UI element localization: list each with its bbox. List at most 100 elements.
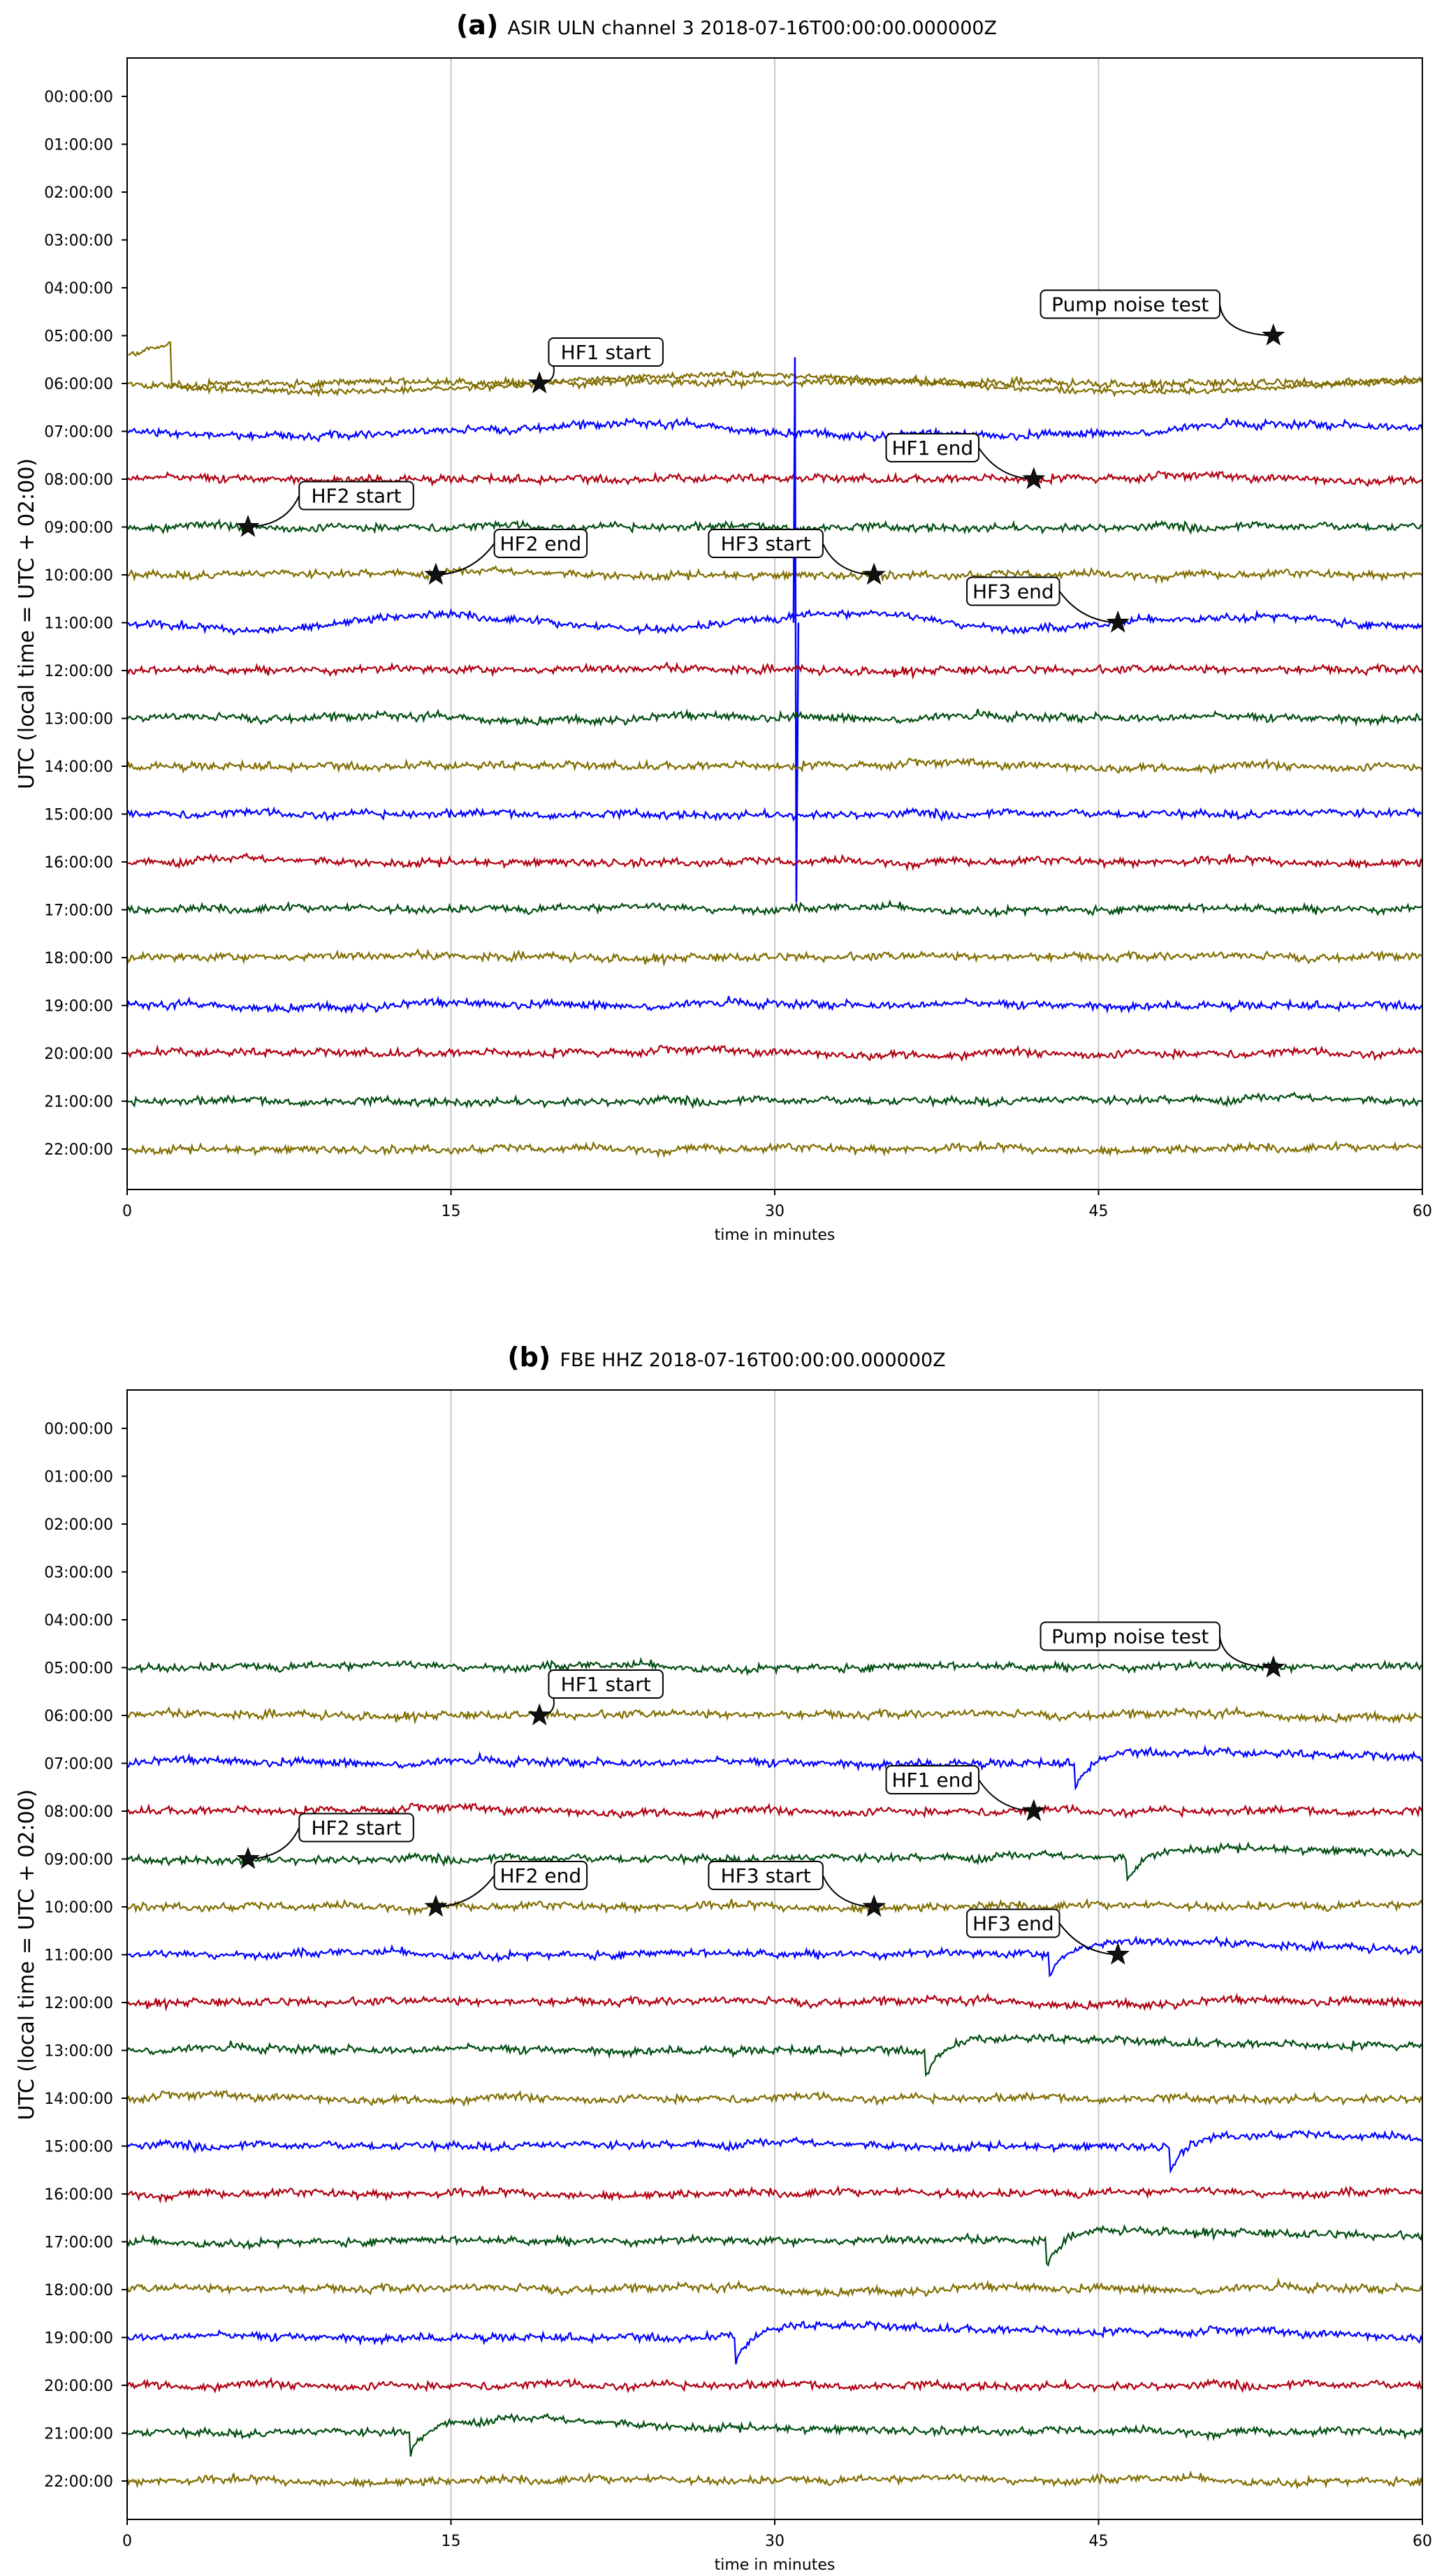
trace-20: [127, 1044, 1422, 1062]
event-star-marker: [527, 371, 551, 394]
annotation-arrow: [1219, 1636, 1274, 1669]
y-tick-label: 15:00:00: [44, 807, 113, 824]
annotation-box: [548, 337, 664, 367]
y-tick-label: 20:00:00: [44, 2378, 113, 2395]
trace-21: [127, 2413, 1422, 2457]
annotation-label: HF1 start: [561, 341, 651, 364]
chart-title: (a) ASIR ULN channel 3 2018-07-16T00:00:…: [456, 10, 997, 41]
trace-15: [127, 806, 1422, 822]
trace-07: [127, 416, 1422, 443]
trace-13: [127, 2033, 1422, 2077]
y-tick-label: 13:00:00: [44, 711, 113, 729]
y-tick-label: 00:00:00: [44, 1421, 113, 1438]
annotation-box: [1040, 289, 1221, 319]
y-tick-label: 17:00:00: [44, 2234, 113, 2252]
annotation-label: HF2 start: [311, 1817, 401, 1840]
y-axis-label: UTC (local time = UTC + 02:00): [15, 458, 39, 789]
annotation-box: [493, 1861, 588, 1890]
annotation-box: [708, 529, 824, 558]
annotation-box: [493, 529, 588, 558]
event-star-marker: [862, 562, 886, 585]
y-tick-label: 08:00:00: [44, 1803, 113, 1821]
trace-13: [127, 708, 1422, 727]
y-tick-label: 15:00:00: [44, 2139, 113, 2156]
y-tick-label: 16:00:00: [44, 854, 113, 872]
y-tick-label: 06:00:00: [44, 1708, 113, 1725]
trace-19: [127, 995, 1422, 1014]
x-tick-label: 60: [1413, 1203, 1432, 1220]
annotation-arrow: [248, 1827, 300, 1860]
trace-06: [127, 1705, 1422, 1725]
panel-title: ASIR ULN channel 3 2018-07-16T00:00:00.0…: [508, 17, 998, 39]
x-tick-label: 30: [765, 1203, 785, 1220]
y-tick-label: 10:00:00: [44, 1899, 113, 1917]
x-axis-label: time in minutes: [715, 1227, 836, 1244]
trace-22: [127, 2470, 1422, 2490]
trace-14: [127, 756, 1422, 775]
panel-letter: (b): [507, 1342, 560, 1373]
annotation-label: HF3 start: [721, 1864, 811, 1887]
y-tick-label: 12:00:00: [44, 1995, 113, 2012]
annotation-box: [298, 1813, 414, 1843]
annotation-label: Pump noise test: [1051, 1625, 1209, 1648]
annotation-box: [298, 481, 414, 511]
annotation-arrow: [1219, 304, 1274, 337]
y-tick-label: 16:00:00: [44, 2186, 113, 2204]
trace-11: [127, 1935, 1422, 1977]
event-star-marker: [1106, 1942, 1130, 1965]
trace-18: [127, 948, 1422, 967]
y-tick-label: 09:00:00: [44, 1852, 113, 1869]
y-tick-label: 00:00:00: [44, 89, 113, 106]
chart-panel-a: 00:00:00 01:00:00 02:00:00 03:00:00 04:00:00…: [15, 10, 1432, 1244]
y-tick-label: 14:00:00: [44, 759, 113, 776]
annotation-arrow: [1058, 1922, 1118, 1956]
trace-06: [127, 374, 1422, 393]
y-tick-label: 17:00:00: [44, 902, 113, 920]
y-tick-label: 13:00:00: [44, 2043, 113, 2061]
trace-19: [127, 2320, 1422, 2365]
annotation-label: HF3 end: [972, 1912, 1054, 1935]
x-tick-label: 15: [442, 1203, 461, 1220]
panel-title: FBE HHZ 2018-07-16T00:00:00.000000Z: [560, 1349, 945, 1371]
event-star-marker: [1262, 1655, 1285, 1678]
y-tick-label: 20:00:00: [44, 1046, 113, 1063]
y-tick-label: 18:00:00: [44, 950, 113, 967]
y-tick-label: 10:00:00: [44, 567, 113, 585]
y-tick-label: 04:00:00: [44, 280, 113, 298]
annotation-box: [548, 1669, 664, 1699]
annotation-arrow: [435, 543, 495, 576]
annotation-arrow: [1058, 590, 1118, 624]
annotation-arrow: [435, 1875, 495, 1908]
annotation-arrow: [978, 447, 1034, 480]
y-tick-label: 22:00:00: [44, 2473, 113, 2491]
y-tick-label: 05:00:00: [44, 328, 113, 346]
event-star-marker: [1262, 323, 1285, 346]
annotation-box: [1040, 1621, 1221, 1651]
event-star-marker: [1022, 467, 1046, 490]
x-tick-label: 15: [442, 2533, 461, 2550]
event-star-marker: [236, 515, 260, 537]
trace-10: [127, 1898, 1422, 1917]
event-star-marker: [1106, 610, 1130, 633]
y-tick-label: 02:00:00: [44, 1516, 113, 1534]
annotation-label: HF2 end: [500, 532, 582, 555]
x-axis-label: time in minutes: [715, 2556, 836, 2574]
event-star-marker: [424, 562, 448, 585]
trace-16: [127, 852, 1422, 872]
annotation-arrow: [248, 495, 300, 528]
event-star-marker: [527, 1703, 551, 1726]
annotation-box: [966, 576, 1060, 606]
annotation-arrow: [822, 1875, 875, 1908]
y-tick-label: 02:00:00: [44, 184, 113, 202]
chart-title: (b) FBE HHZ 2018-07-16T00:00:00.000000Z: [507, 1342, 945, 1373]
trace-22: [127, 1140, 1422, 1159]
trace-16: [127, 2185, 1422, 2204]
trace-21: [127, 1091, 1422, 1109]
y-tick-label: 01:00:00: [44, 1469, 113, 1486]
y-tick-label: 07:00:00: [44, 1756, 113, 1773]
annotation-label: HF3 start: [721, 532, 811, 555]
annotation-arrow: [822, 543, 875, 576]
trace-spike: [792, 357, 800, 902]
trace-05: [127, 1657, 1422, 1676]
